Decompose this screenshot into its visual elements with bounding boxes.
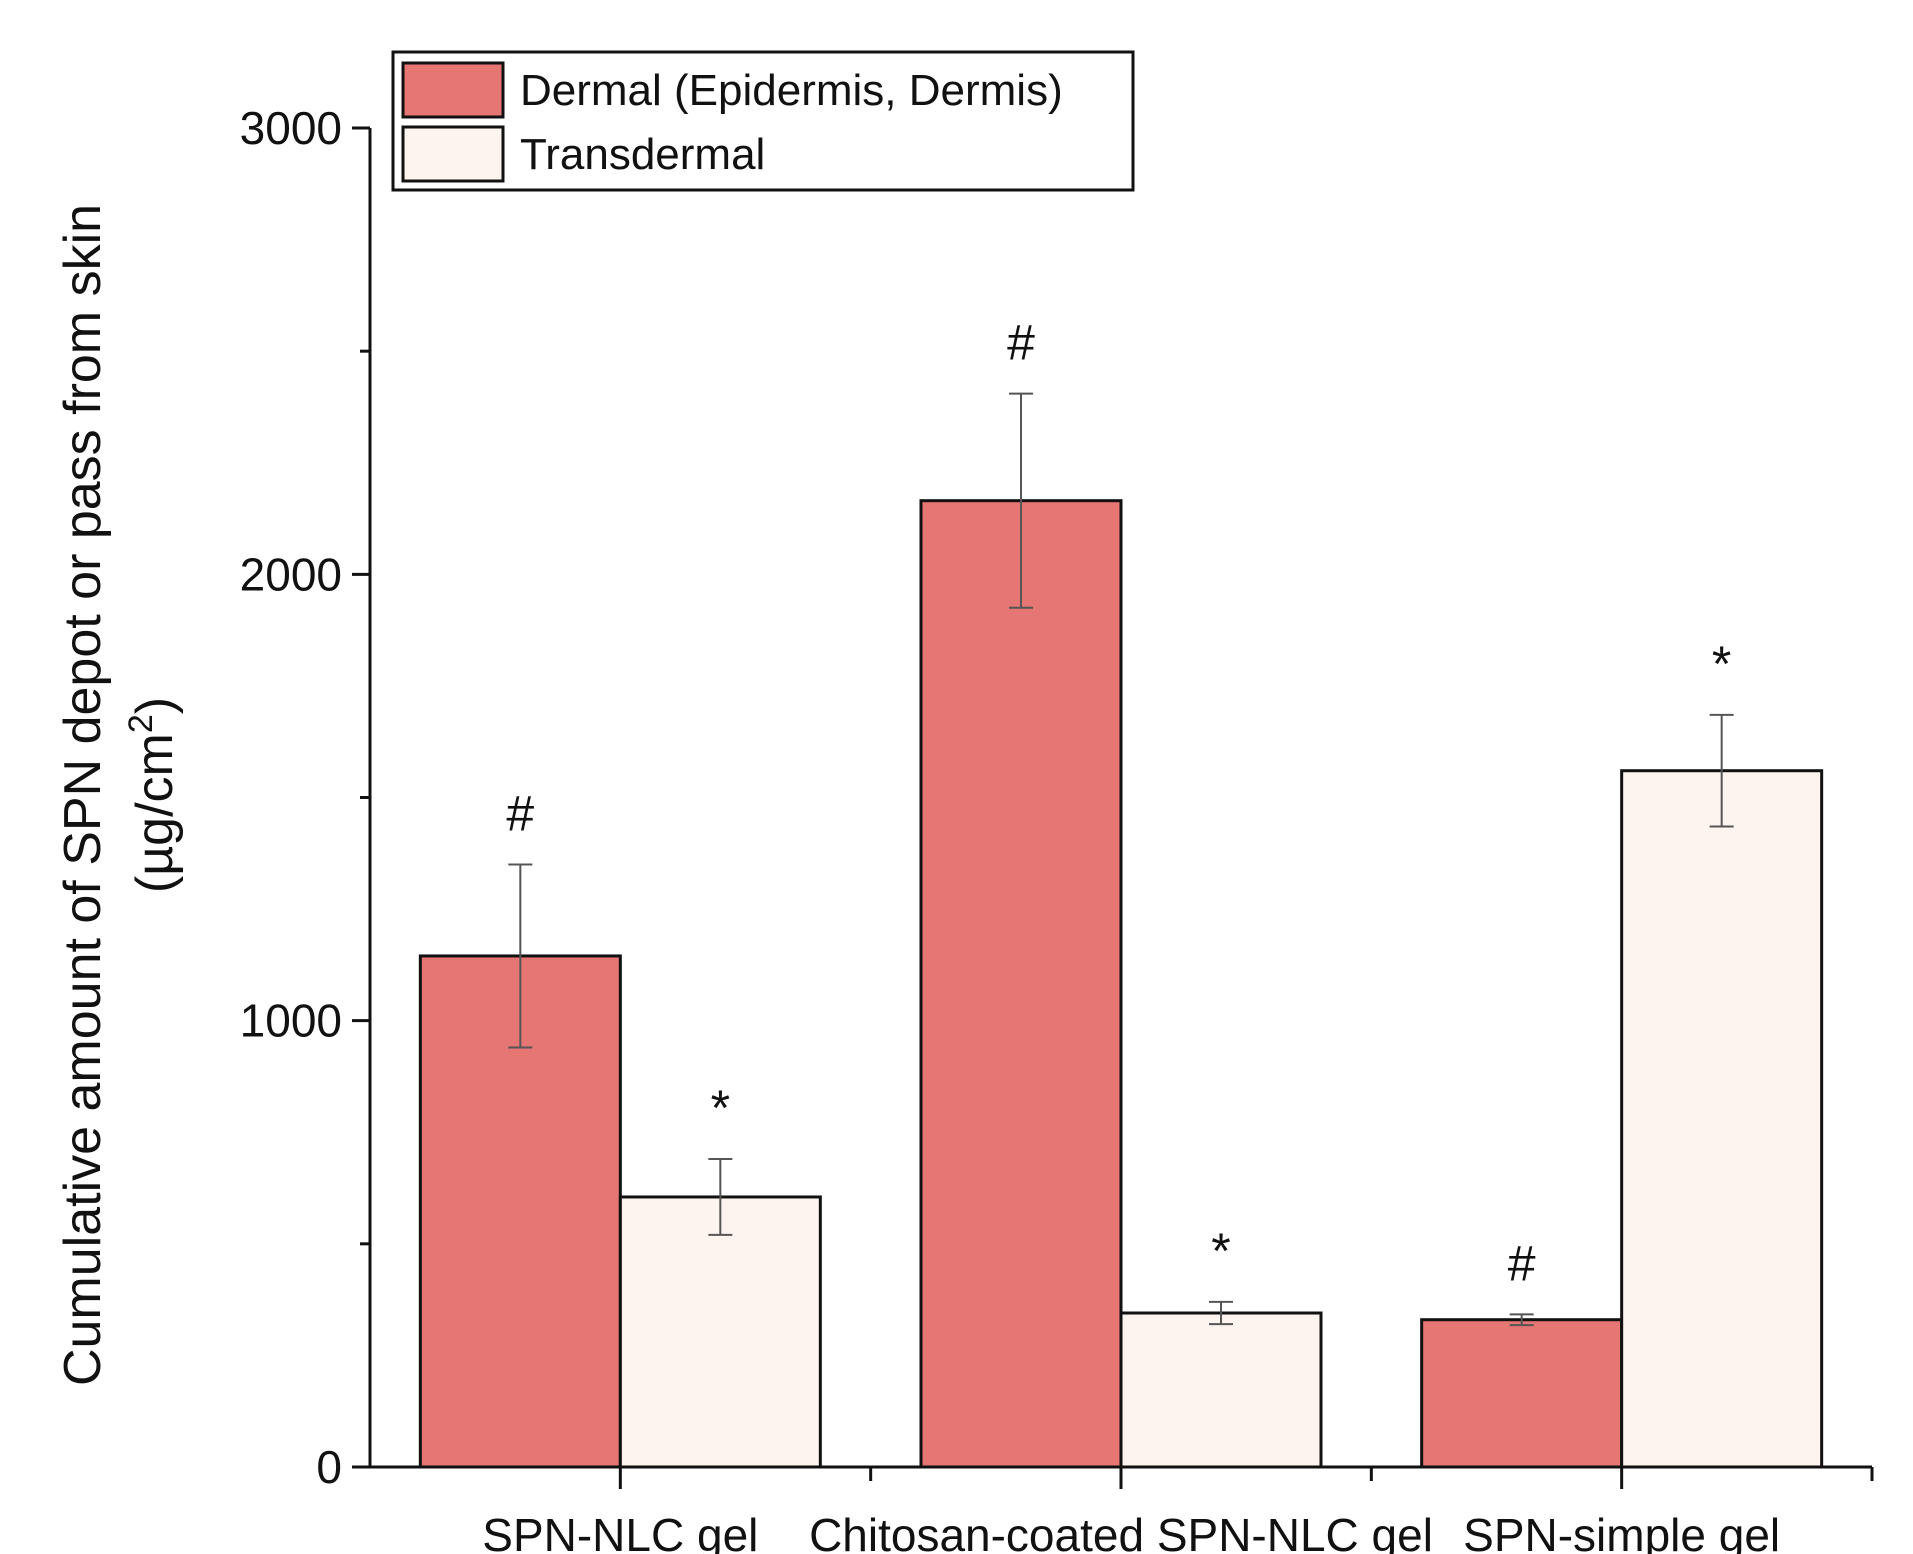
y-tick-label: 2000 bbox=[240, 548, 342, 600]
y-axis-unit-suffix: ) bbox=[126, 697, 184, 714]
y-axis-label-line2: (µg/cm2) bbox=[122, 697, 184, 893]
legend-label: Transdermal bbox=[520, 130, 765, 179]
significance-annotations: # * # * # * bbox=[506, 315, 1731, 1292]
y-axis-label: Cumulative amount of SPN depot or pass f… bbox=[54, 204, 184, 1386]
y-axis-label-line1: Cumulative amount of SPN depot or pass f… bbox=[54, 204, 112, 1386]
bar-dermal bbox=[919, 499, 1123, 1469]
bars bbox=[418, 499, 1824, 1469]
error-bars bbox=[508, 392, 1734, 1327]
bar-dermal bbox=[1420, 1318, 1624, 1469]
asterisk-annotation: * bbox=[1712, 636, 1731, 692]
x-tick-label: SPN-simple gel bbox=[1463, 1509, 1780, 1554]
asterisk-annotation: * bbox=[1211, 1223, 1230, 1279]
legend-label: Dermal (Epidermis, Dermis) bbox=[520, 66, 1063, 115]
x-tick-label: Chitosan-coated SPN-NLC gel bbox=[809, 1509, 1433, 1554]
legend-box bbox=[391, 50, 1135, 192]
y-axis-unit-prefix: (µg/cm bbox=[126, 733, 184, 893]
hash-annotation: # bbox=[506, 785, 534, 841]
legend-swatch bbox=[401, 125, 505, 183]
axes: 0 1000 2000 3000 SPN-NLC gel Chitosan-coated … bbox=[240, 102, 1874, 1554]
y-tick-label: 1000 bbox=[240, 995, 342, 1047]
hash-annotation: # bbox=[1508, 1235, 1536, 1291]
bar-transdermal bbox=[1620, 769, 1824, 1469]
legend-swatch bbox=[401, 61, 505, 119]
y-axis-unit-superscript: 2 bbox=[122, 714, 160, 733]
y-tick-label: 3000 bbox=[240, 102, 342, 154]
legend: Dermal (Epidermis, Dermis) Transdermal bbox=[391, 50, 1135, 192]
bar-transdermal bbox=[1119, 1311, 1323, 1469]
bar-transdermal bbox=[618, 1195, 822, 1469]
y-tick-label: 0 bbox=[316, 1441, 342, 1493]
x-tick-label: SPN-NLC gel bbox=[482, 1509, 758, 1554]
hash-annotation: # bbox=[1007, 315, 1035, 371]
asterisk-annotation: * bbox=[711, 1080, 730, 1136]
